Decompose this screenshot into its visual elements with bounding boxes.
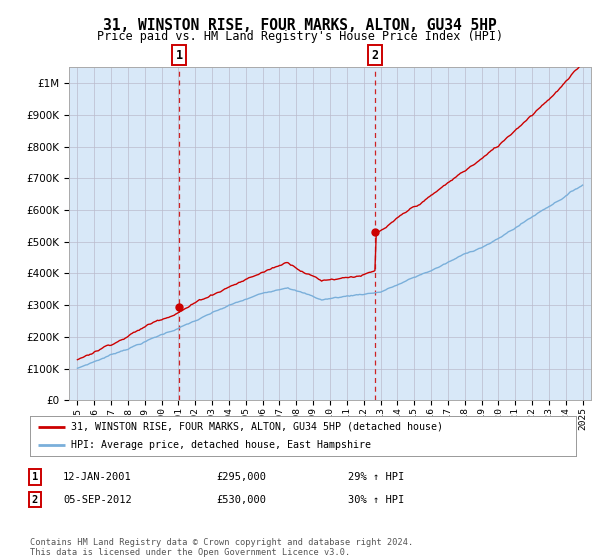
- Text: 31, WINSTON RISE, FOUR MARKS, ALTON, GU34 5HP: 31, WINSTON RISE, FOUR MARKS, ALTON, GU3…: [103, 18, 497, 33]
- Text: 2: 2: [32, 494, 38, 505]
- Text: 30% ↑ HPI: 30% ↑ HPI: [348, 494, 404, 505]
- Text: 12-JAN-2001: 12-JAN-2001: [63, 472, 132, 482]
- Text: 29% ↑ HPI: 29% ↑ HPI: [348, 472, 404, 482]
- Text: HPI: Average price, detached house, East Hampshire: HPI: Average price, detached house, East…: [71, 440, 371, 450]
- Text: Contains HM Land Registry data © Crown copyright and database right 2024.
This d: Contains HM Land Registry data © Crown c…: [30, 538, 413, 557]
- Text: £530,000: £530,000: [216, 494, 266, 505]
- Text: 31, WINSTON RISE, FOUR MARKS, ALTON, GU34 5HP (detached house): 31, WINSTON RISE, FOUR MARKS, ALTON, GU3…: [71, 422, 443, 432]
- Text: 1: 1: [176, 49, 182, 62]
- Text: Price paid vs. HM Land Registry's House Price Index (HPI): Price paid vs. HM Land Registry's House …: [97, 30, 503, 43]
- Text: 2: 2: [371, 49, 379, 62]
- Text: 05-SEP-2012: 05-SEP-2012: [63, 494, 132, 505]
- Text: 1: 1: [32, 472, 38, 482]
- Text: £295,000: £295,000: [216, 472, 266, 482]
